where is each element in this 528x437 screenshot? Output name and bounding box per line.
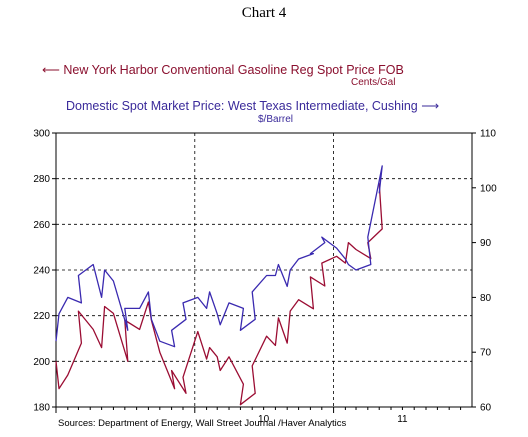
axis-ticks: 180 200 220 240 260 280 300 60 70 80 90 100 110 10 11	[33, 129, 497, 426]
right-tick-label: 100	[480, 183, 497, 194]
right-tick-label: 90	[480, 238, 492, 249]
left-tick-label: 220	[33, 311, 50, 322]
left-tick-label: 240	[33, 266, 50, 277]
left-tick-label: 180	[33, 403, 50, 414]
x-tick-label: 10	[258, 414, 270, 425]
wti-legend: Domestic Spot Market Price: West Texas I…	[66, 98, 439, 113]
grid-lines	[56, 133, 472, 407]
left-tick-label: 260	[33, 220, 50, 231]
right-tick-label: 70	[480, 348, 492, 359]
right-tick-label: 110	[480, 129, 496, 140]
gasoline-legend: ⟵ New York Harbor Conventional Gasoline …	[42, 62, 404, 77]
right-tick-label: 80	[480, 293, 492, 304]
chart-title: Chart 4	[241, 5, 287, 21]
right-tick-label: 60	[480, 403, 492, 414]
gasoline-unit-label: Cents/Gal	[351, 77, 396, 88]
sources-note: Sources: Department of Energy, Wall Stre…	[58, 418, 347, 429]
x-tick-label: 11	[397, 414, 408, 425]
left-arrow-icon: ⟵	[42, 63, 64, 77]
right-arrow-icon: ⟶	[417, 99, 440, 113]
gasoline-series-name: New York Harbor Conventional Gasoline Re…	[63, 63, 404, 77]
series-lines	[55, 165, 383, 406]
left-tick-label: 280	[33, 174, 50, 185]
gasoline-series-line	[55, 183, 383, 406]
wti-series-line	[55, 165, 383, 348]
left-tick-label: 300	[33, 129, 50, 140]
left-tick-label: 200	[33, 357, 50, 368]
wti-unit-label: $/Barrel	[258, 114, 294, 125]
wti-series-name: Domestic Spot Market Price: West Texas I…	[66, 99, 418, 113]
